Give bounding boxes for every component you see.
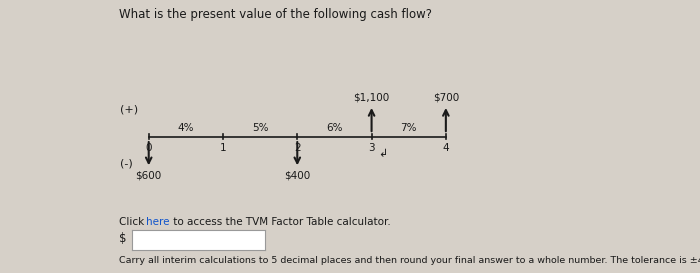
Text: ↲: ↲ (378, 149, 387, 159)
Text: Click: Click (119, 217, 148, 227)
Text: (-): (-) (120, 158, 133, 168)
Text: to access the TVM Factor Table calculator.: to access the TVM Factor Table calculato… (170, 217, 391, 227)
Text: 1: 1 (220, 143, 226, 153)
Text: $400: $400 (284, 170, 310, 180)
Text: $600: $600 (136, 170, 162, 180)
Text: $: $ (119, 232, 127, 245)
Text: Carry all interim calculations to 5 decimal places and then round your final ans: Carry all interim calculations to 5 deci… (119, 256, 700, 265)
Text: 0: 0 (146, 143, 152, 153)
Text: What is the present value of the following cash flow?: What is the present value of the followi… (119, 8, 432, 21)
Text: 6%: 6% (326, 123, 343, 132)
Text: $1,100: $1,100 (354, 93, 390, 103)
Text: 4%: 4% (178, 123, 194, 132)
Text: (+): (+) (120, 105, 139, 115)
Text: 5%: 5% (252, 123, 268, 132)
Text: 2: 2 (294, 143, 300, 153)
Text: here: here (146, 217, 169, 227)
Text: 7%: 7% (400, 123, 417, 132)
Text: $700: $700 (433, 93, 459, 103)
Text: 3: 3 (368, 143, 375, 153)
Text: 4: 4 (442, 143, 449, 153)
